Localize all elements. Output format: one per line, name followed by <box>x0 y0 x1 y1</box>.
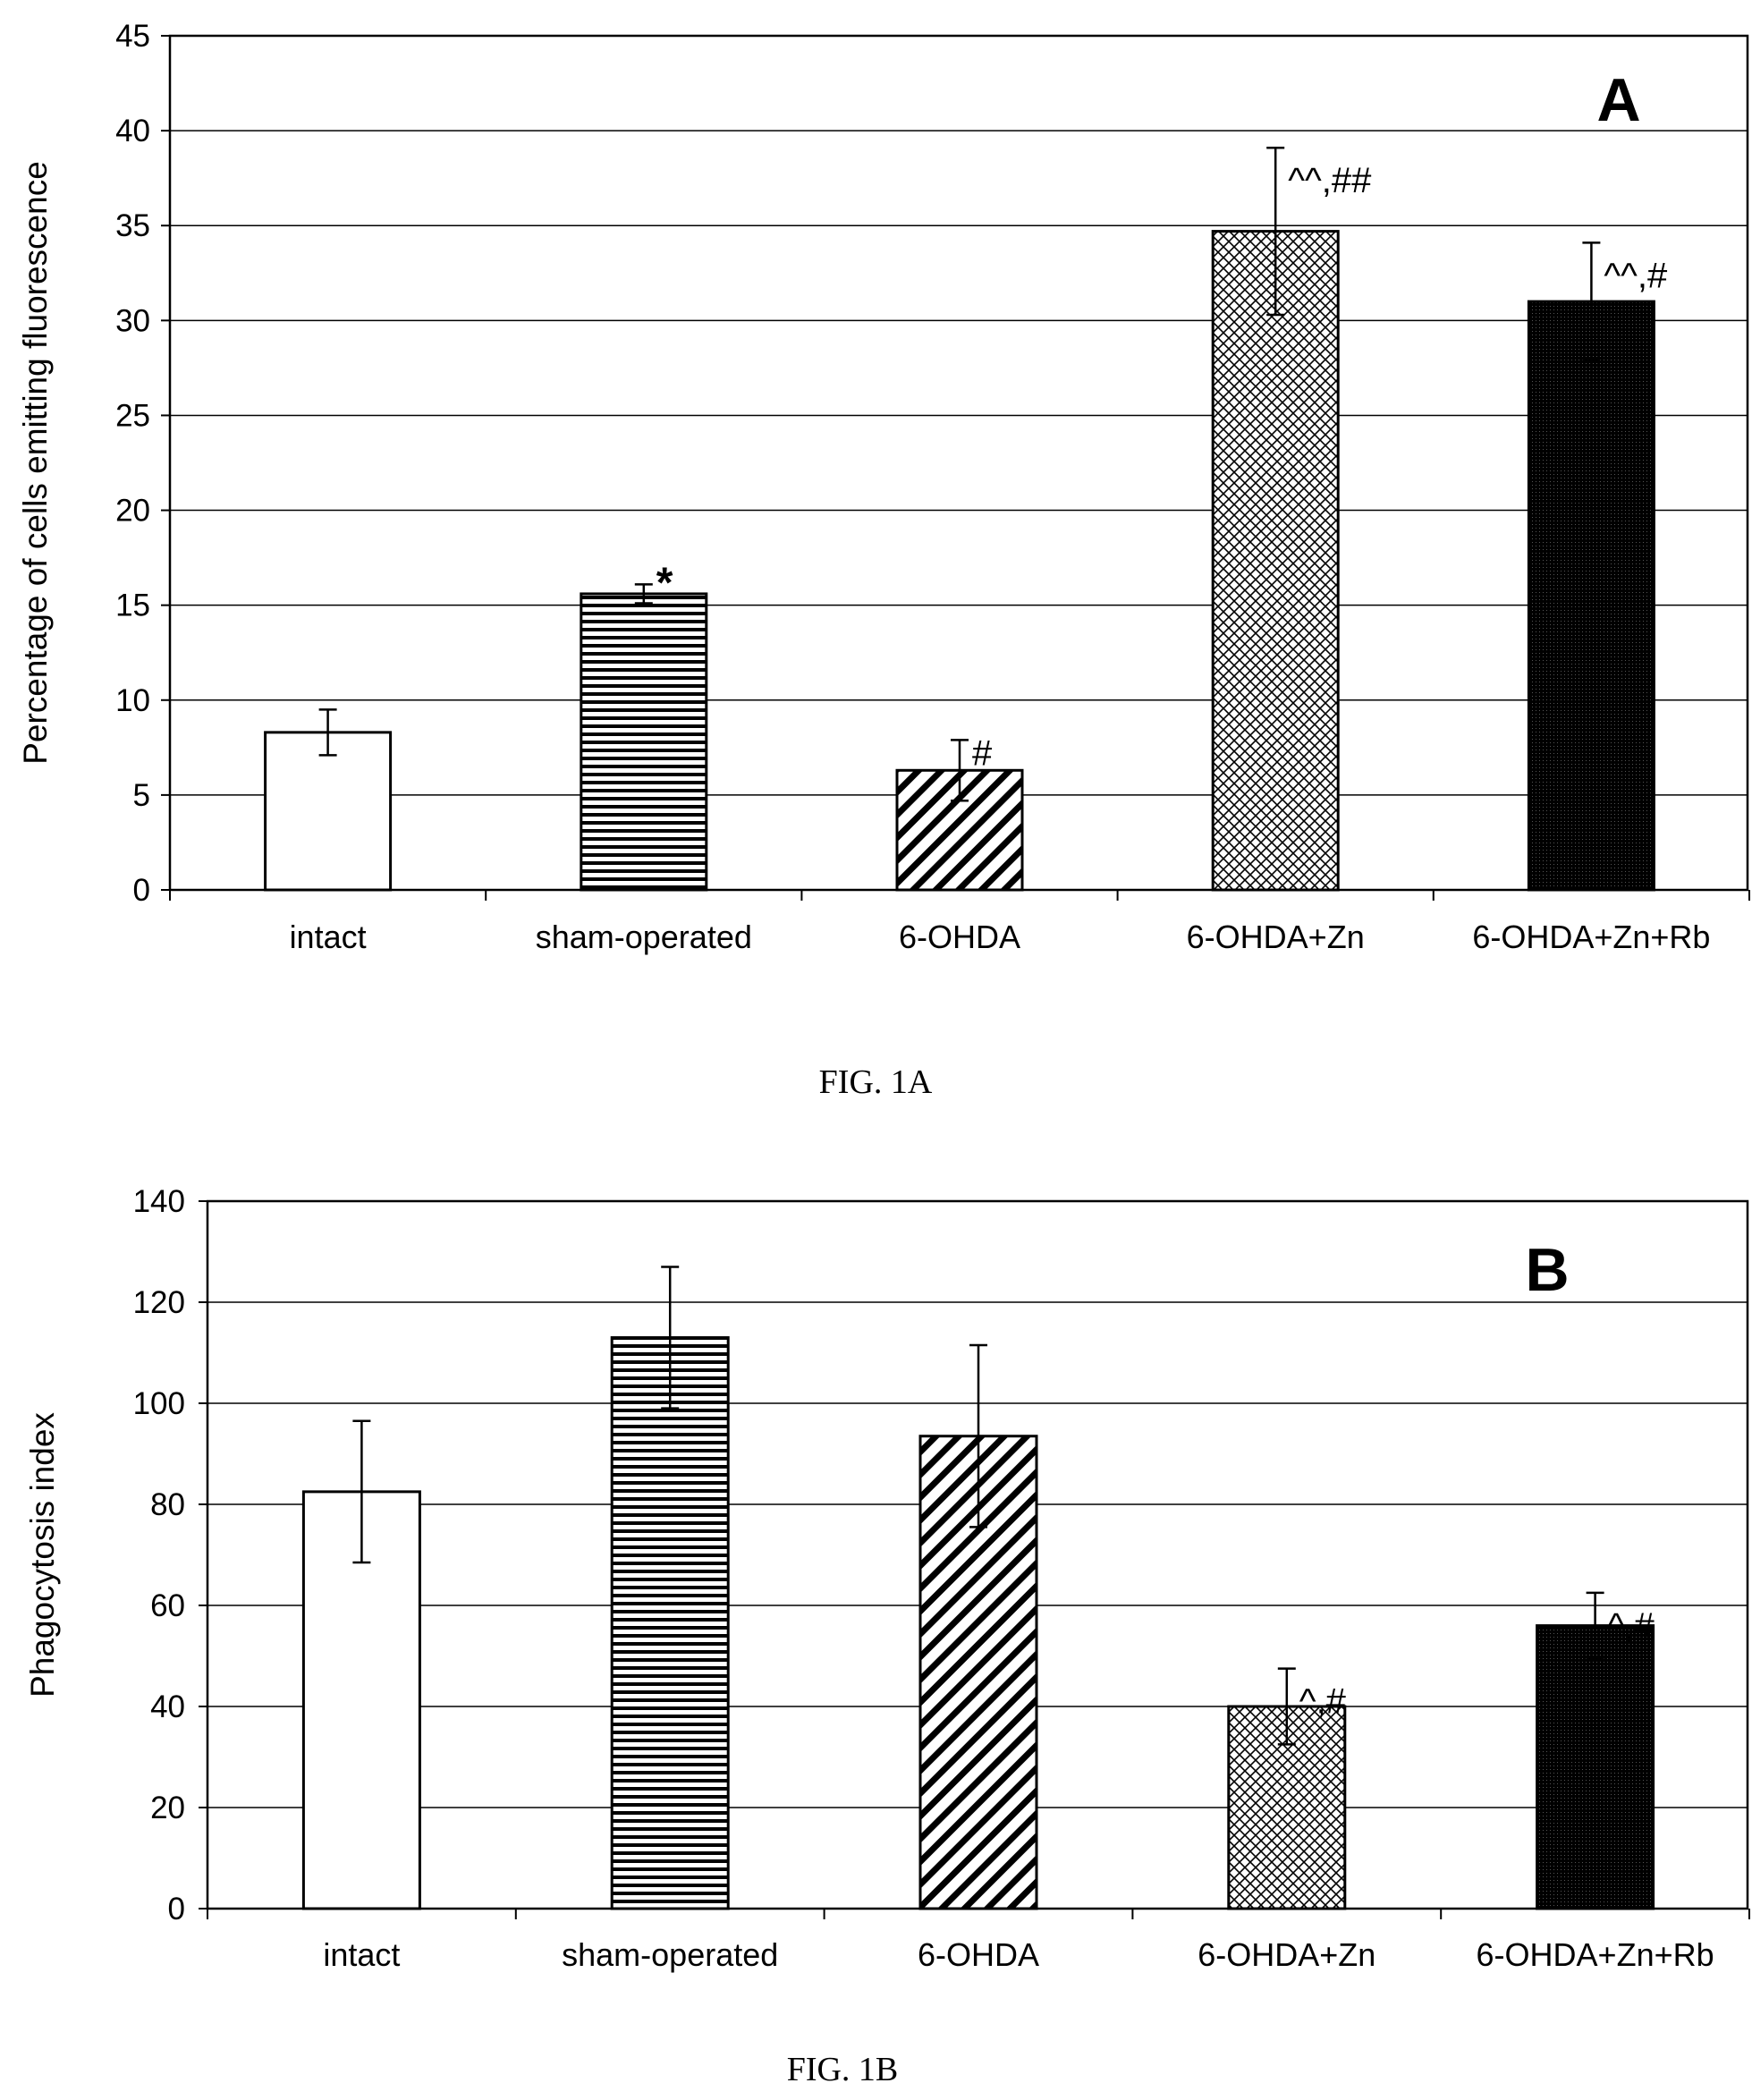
y-tick-label: 40 <box>115 114 150 148</box>
y-tick-label: 20 <box>115 494 150 529</box>
category-label-1: sham-operated <box>562 1936 778 1973</box>
y-tick-label: 80 <box>150 1487 185 1522</box>
significance-annotation-1: * <box>656 559 673 606</box>
bar-4 <box>1527 300 1655 892</box>
category-label-2: 6-OHDA <box>918 1936 1039 1973</box>
y-axis-label: Percentage of cells emitting fluorescenc… <box>17 161 54 765</box>
panel-letter: A <box>1596 66 1640 134</box>
category-label-3: 6-OHDA+Zn <box>1198 1936 1375 1973</box>
y-tick-label: 45 <box>115 19 150 54</box>
bar-3 <box>1211 230 1340 892</box>
y-tick-label: 35 <box>115 208 150 243</box>
category-label-4: 6-OHDA+Zn+Rb <box>1477 1936 1714 1973</box>
y-tick-label: 20 <box>150 1791 185 1825</box>
y-tick-label: 15 <box>115 589 150 623</box>
y-tick-label: 25 <box>115 398 150 433</box>
y-tick-label: 40 <box>150 1689 185 1724</box>
y-tick-label: 60 <box>150 1588 185 1623</box>
y-tick-label: 100 <box>133 1386 185 1421</box>
bar-4 <box>1536 1624 1655 1910</box>
chart-panel-b: 0 20 40 60 80 100 120 140 intact sham-operated 6-O… <box>24 1184 1750 2088</box>
y-tick-label: 120 <box>133 1285 185 1320</box>
category-label-4: 6-OHDA+Zn+Rb <box>1472 919 1710 955</box>
y-tick-label: 10 <box>115 683 150 718</box>
category-label-1: sham-operated <box>536 919 752 955</box>
bar-0 <box>264 731 393 892</box>
figure-caption: FIG. 1A <box>819 1063 933 1101</box>
figure-caption: FIG. 1B <box>787 2051 899 2088</box>
y-tick-label: 140 <box>133 1184 185 1219</box>
significance-annotation-4: ^^,# <box>1604 256 1668 295</box>
significance-annotation-3: ^,# <box>1299 1682 1347 1722</box>
y-tick-label: 5 <box>133 778 150 813</box>
significance-annotation-2: # <box>972 733 993 773</box>
bar-1 <box>610 1336 730 1910</box>
y-tick-label: 0 <box>168 1892 185 1926</box>
category-label-0: intact <box>290 919 367 955</box>
chart-panel-a: 0 5 10 15 20 25 30 35 40 45 intact * sham-operated #6… <box>17 19 1750 1101</box>
category-label-0: intact <box>323 1936 400 1973</box>
significance-annotation-4: ^,# <box>1608 1606 1655 1646</box>
panel-letter: B <box>1525 1236 1569 1304</box>
y-tick-label: 30 <box>115 303 150 338</box>
y-axis-label: Phagocytosis index <box>24 1412 61 1698</box>
category-label-2: 6-OHDA <box>899 919 1020 955</box>
y-tick-label: 0 <box>133 873 150 908</box>
bar-1 <box>580 592 708 892</box>
significance-annotation-3: ^^,## <box>1288 161 1372 200</box>
category-label-3: 6-OHDA+Zn <box>1187 919 1365 955</box>
